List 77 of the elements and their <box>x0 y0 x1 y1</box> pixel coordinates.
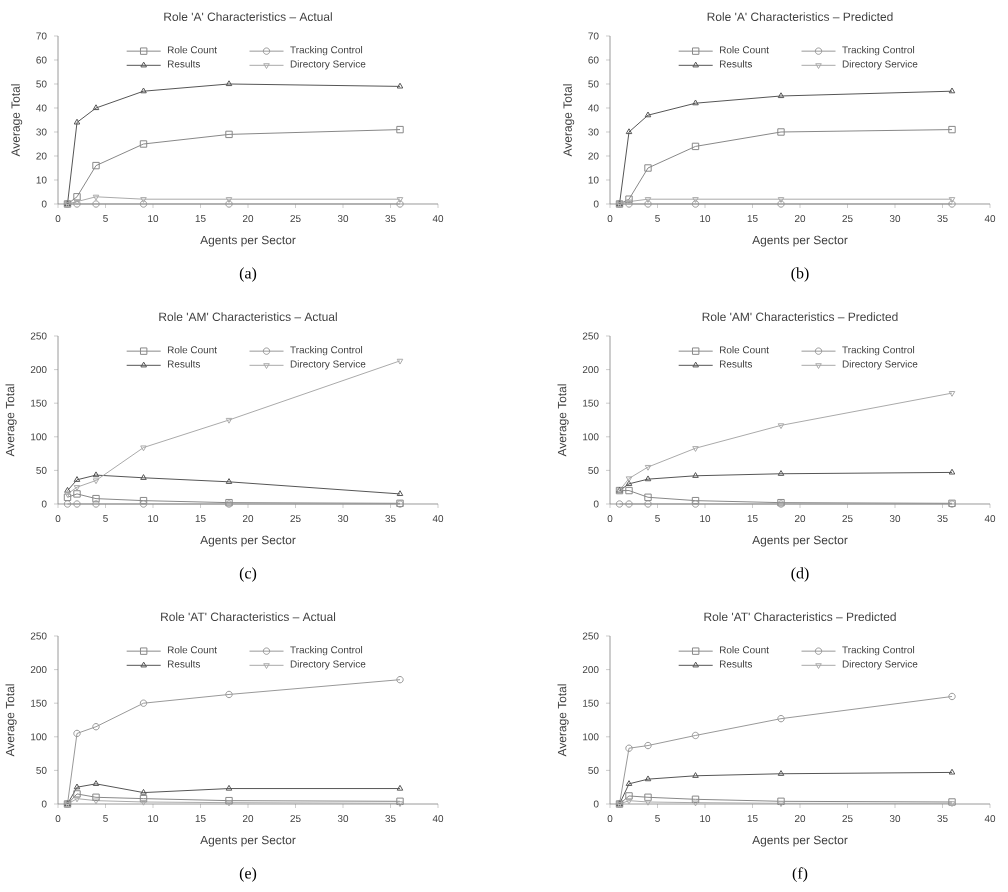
point <box>777 128 785 136</box>
point <box>692 446 699 452</box>
point <box>777 714 785 723</box>
point <box>691 200 700 208</box>
point <box>225 690 233 699</box>
point <box>92 494 100 503</box>
point <box>73 193 81 201</box>
point <box>692 772 699 778</box>
point <box>225 80 233 87</box>
point <box>777 200 785 208</box>
point <box>140 87 147 94</box>
point <box>225 197 233 203</box>
point <box>644 464 652 471</box>
point <box>777 197 785 203</box>
point <box>625 128 633 135</box>
point <box>73 476 81 482</box>
point <box>777 423 785 430</box>
point <box>644 475 652 482</box>
point <box>625 500 633 508</box>
point <box>92 471 100 478</box>
point <box>92 723 100 731</box>
point <box>140 445 147 452</box>
point <box>73 790 81 798</box>
point <box>92 200 100 208</box>
point <box>777 770 785 776</box>
point <box>92 780 100 786</box>
point <box>73 783 81 790</box>
point <box>140 197 147 203</box>
point <box>644 164 652 172</box>
point <box>691 795 700 803</box>
point <box>691 142 700 151</box>
point <box>692 99 699 106</box>
point <box>139 794 148 803</box>
point <box>644 197 652 203</box>
point <box>692 197 699 203</box>
point <box>777 470 785 476</box>
point <box>644 793 652 801</box>
point <box>92 478 100 485</box>
point <box>140 788 147 795</box>
point <box>644 200 652 208</box>
point <box>92 194 100 201</box>
point <box>92 104 100 111</box>
point <box>225 200 233 208</box>
point <box>625 486 633 495</box>
point <box>139 140 148 148</box>
point <box>692 800 699 807</box>
point <box>92 161 100 170</box>
point <box>92 793 100 801</box>
point <box>92 500 100 508</box>
point <box>73 485 81 491</box>
point <box>73 490 81 498</box>
point <box>644 111 652 118</box>
point <box>644 493 652 501</box>
point <box>692 472 699 478</box>
point <box>139 200 148 208</box>
point <box>625 798 633 805</box>
point <box>644 775 652 782</box>
point <box>625 792 633 800</box>
point <box>73 729 81 738</box>
point <box>73 118 81 125</box>
point <box>139 699 148 707</box>
point <box>225 478 233 484</box>
point <box>140 799 147 806</box>
point <box>644 741 652 750</box>
point <box>225 784 233 791</box>
point <box>92 798 100 805</box>
point <box>225 130 233 139</box>
point <box>73 500 81 508</box>
point <box>625 780 633 786</box>
point <box>644 500 652 508</box>
point <box>777 92 785 99</box>
point <box>73 796 81 803</box>
point <box>625 744 633 752</box>
point <box>691 731 700 740</box>
point <box>225 417 233 424</box>
point <box>140 474 147 480</box>
point <box>644 799 652 806</box>
